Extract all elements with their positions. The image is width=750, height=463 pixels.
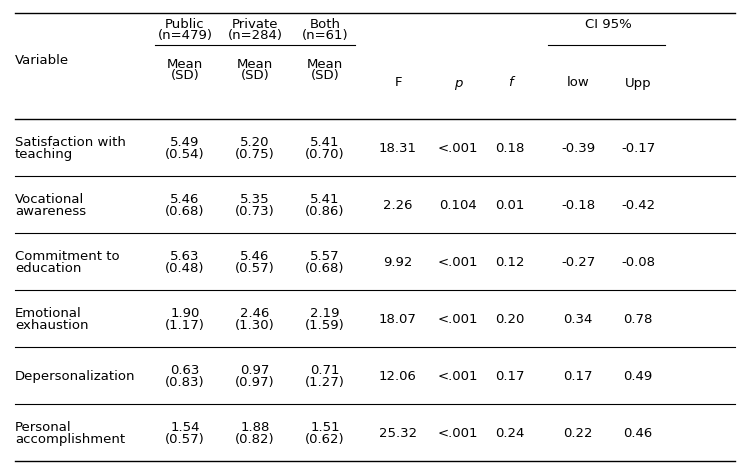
Text: -0.08: -0.08 xyxy=(621,256,655,269)
Text: 18.07: 18.07 xyxy=(379,313,417,325)
Text: Emotional: Emotional xyxy=(15,307,82,319)
Text: 5.41: 5.41 xyxy=(310,136,340,149)
Text: Mean: Mean xyxy=(166,57,203,70)
Text: -0.27: -0.27 xyxy=(561,256,596,269)
Text: awareness: awareness xyxy=(15,205,86,218)
Text: 1.51: 1.51 xyxy=(310,420,340,433)
Text: (SD): (SD) xyxy=(170,69,200,81)
Text: <.001: <.001 xyxy=(438,256,479,269)
Text: teaching: teaching xyxy=(15,148,74,161)
Text: Depersonalization: Depersonalization xyxy=(15,369,136,382)
Text: (SD): (SD) xyxy=(241,69,269,81)
Text: 0.78: 0.78 xyxy=(623,313,652,325)
Text: Personal: Personal xyxy=(15,420,72,433)
Text: -0.42: -0.42 xyxy=(621,199,655,212)
Text: 5.46: 5.46 xyxy=(170,193,200,206)
Text: 5.57: 5.57 xyxy=(310,250,340,263)
Text: 0.18: 0.18 xyxy=(495,142,525,155)
Text: Satisfaction with: Satisfaction with xyxy=(15,136,126,149)
Text: (0.86): (0.86) xyxy=(305,205,345,218)
Text: 0.34: 0.34 xyxy=(563,313,592,325)
Text: Public: Public xyxy=(165,18,205,31)
Text: 1.90: 1.90 xyxy=(170,307,200,319)
Text: 0.17: 0.17 xyxy=(563,369,592,382)
Text: (SD): (SD) xyxy=(310,69,339,81)
Text: CI 95%: CI 95% xyxy=(585,18,632,31)
Text: 1.88: 1.88 xyxy=(240,420,270,433)
Text: 0.104: 0.104 xyxy=(440,199,477,212)
Text: 5.46: 5.46 xyxy=(240,250,270,263)
Text: 25.32: 25.32 xyxy=(379,426,417,439)
Text: (0.68): (0.68) xyxy=(305,262,345,275)
Text: 0.71: 0.71 xyxy=(310,363,340,376)
Text: 2.19: 2.19 xyxy=(310,307,340,319)
Text: (1.30): (1.30) xyxy=(236,319,274,332)
Text: 0.97: 0.97 xyxy=(240,363,270,376)
Text: (0.48): (0.48) xyxy=(165,262,205,275)
Text: 5.63: 5.63 xyxy=(170,250,200,263)
Text: 1.54: 1.54 xyxy=(170,420,200,433)
Text: (n=479): (n=479) xyxy=(158,30,212,43)
Text: 9.92: 9.92 xyxy=(383,256,412,269)
Text: 2.46: 2.46 xyxy=(240,307,270,319)
Text: 5.20: 5.20 xyxy=(240,136,270,149)
Text: <.001: <.001 xyxy=(438,142,479,155)
Text: education: education xyxy=(15,262,81,275)
Text: Mean: Mean xyxy=(237,57,273,70)
Text: -0.17: -0.17 xyxy=(621,142,656,155)
Text: (0.70): (0.70) xyxy=(305,148,345,161)
Text: 0.22: 0.22 xyxy=(563,426,592,439)
Text: F: F xyxy=(394,76,402,89)
Text: 0.63: 0.63 xyxy=(170,363,200,376)
Text: 0.12: 0.12 xyxy=(495,256,525,269)
Text: (0.75): (0.75) xyxy=(236,148,274,161)
Text: (0.54): (0.54) xyxy=(165,148,205,161)
Text: (0.57): (0.57) xyxy=(165,432,205,445)
Text: Vocational: Vocational xyxy=(15,193,84,206)
Text: Commitment to: Commitment to xyxy=(15,250,120,263)
Text: (1.59): (1.59) xyxy=(305,319,345,332)
Text: 12.06: 12.06 xyxy=(379,369,417,382)
Text: 0.49: 0.49 xyxy=(623,369,652,382)
Text: accomplishment: accomplishment xyxy=(15,432,125,445)
Text: Both: Both xyxy=(310,18,340,31)
Text: <.001: <.001 xyxy=(438,426,479,439)
Text: 5.41: 5.41 xyxy=(310,193,340,206)
Text: 0.01: 0.01 xyxy=(495,199,525,212)
Text: Upp: Upp xyxy=(625,76,651,89)
Text: 5.49: 5.49 xyxy=(170,136,200,149)
Text: (1.17): (1.17) xyxy=(165,319,205,332)
Text: exhaustion: exhaustion xyxy=(15,319,88,332)
Text: (0.73): (0.73) xyxy=(236,205,274,218)
Text: 0.17: 0.17 xyxy=(495,369,525,382)
Text: 0.46: 0.46 xyxy=(623,426,652,439)
Text: (0.57): (0.57) xyxy=(236,262,274,275)
Text: <.001: <.001 xyxy=(438,369,479,382)
Text: (1.27): (1.27) xyxy=(305,375,345,388)
Text: 5.35: 5.35 xyxy=(240,193,270,206)
Text: (0.83): (0.83) xyxy=(165,375,205,388)
Text: (0.97): (0.97) xyxy=(236,375,274,388)
Text: (0.62): (0.62) xyxy=(305,432,345,445)
Text: 0.24: 0.24 xyxy=(495,426,525,439)
Text: <.001: <.001 xyxy=(438,313,479,325)
Text: Private: Private xyxy=(232,18,278,31)
Text: (n=61): (n=61) xyxy=(302,30,348,43)
Text: p: p xyxy=(454,76,462,89)
Text: low: low xyxy=(567,76,590,89)
Text: 18.31: 18.31 xyxy=(379,142,417,155)
Text: -0.18: -0.18 xyxy=(561,199,595,212)
Text: f: f xyxy=(508,76,512,89)
Text: (0.68): (0.68) xyxy=(165,205,205,218)
Text: Variable: Variable xyxy=(15,53,69,66)
Text: 0.20: 0.20 xyxy=(495,313,525,325)
Text: Mean: Mean xyxy=(307,57,343,70)
Text: 2.26: 2.26 xyxy=(383,199,412,212)
Text: (0.82): (0.82) xyxy=(236,432,274,445)
Text: (n=284): (n=284) xyxy=(227,30,283,43)
Text: -0.39: -0.39 xyxy=(561,142,595,155)
